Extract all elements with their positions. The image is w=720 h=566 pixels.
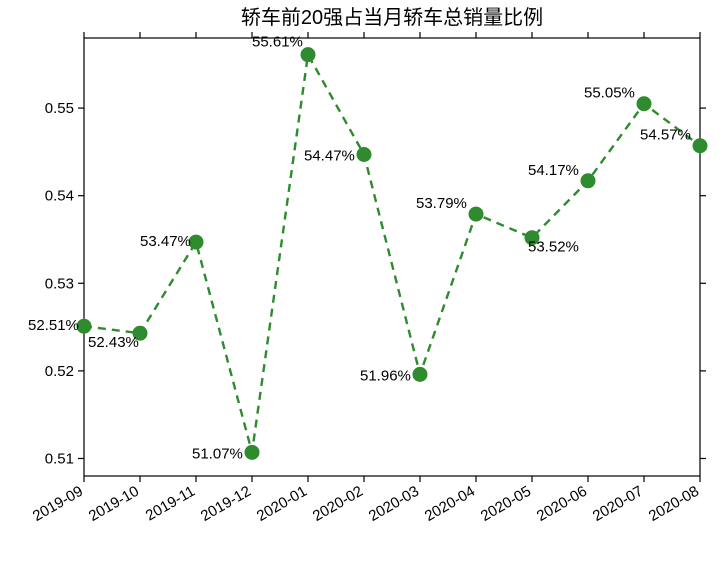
series-marker — [413, 367, 427, 381]
data-label: 53.52% — [528, 239, 579, 256]
series-marker — [581, 174, 595, 188]
series-marker — [637, 97, 651, 111]
data-label: 53.79% — [416, 195, 467, 212]
data-label: 54.47% — [304, 148, 355, 165]
series-marker — [469, 207, 483, 221]
series-marker — [77, 319, 91, 333]
data-label: 51.96% — [360, 367, 411, 384]
data-label: 55.05% — [584, 85, 635, 102]
series-marker — [301, 48, 315, 62]
chart-title: 轿车前20强占当月轿车总销量比例 — [241, 6, 543, 29]
series-marker — [189, 235, 203, 249]
data-label: 51.07% — [192, 445, 243, 462]
data-label: 52.43% — [88, 334, 139, 351]
line-chart: 轿车前20强占当月轿车总销量比例0.510.520.530.540.552019… — [0, 0, 720, 566]
series-marker — [357, 148, 371, 162]
data-label: 54.57% — [640, 127, 691, 144]
ytick-label: 0.52 — [45, 363, 74, 380]
ytick-label: 0.51 — [45, 450, 74, 467]
ytick-label: 0.55 — [45, 100, 74, 117]
series-marker — [693, 139, 707, 153]
chart-svg: 轿车前20强占当月轿车总销量比例0.510.520.530.540.552019… — [0, 0, 720, 566]
series-marker — [245, 445, 259, 459]
data-label: 54.17% — [528, 162, 579, 179]
ytick-label: 0.53 — [45, 275, 74, 292]
data-label: 55.61% — [252, 34, 303, 51]
data-label: 52.51% — [28, 317, 79, 334]
data-label: 53.47% — [140, 233, 191, 250]
ytick-label: 0.54 — [45, 188, 74, 205]
